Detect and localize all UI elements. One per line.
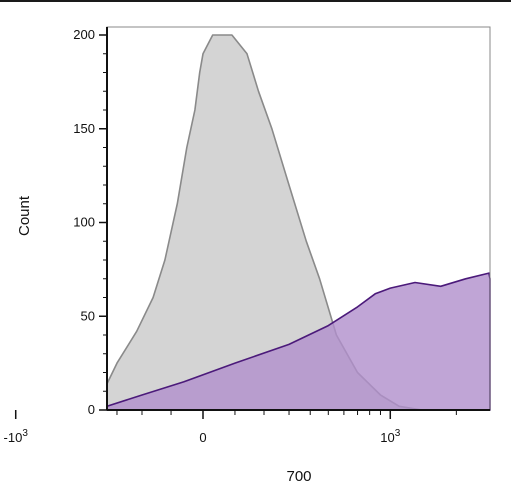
x-axis: -1030103104105 [4,410,457,445]
y-axis: 0 50 100 150 200 [73,27,107,417]
y-tick-label: 150 [73,121,95,136]
x-tick-label: 103 [380,428,400,445]
y-tick-label: 50 [81,308,95,323]
x-tick-label: 0 [199,430,206,445]
series-layer [106,34,491,411]
x-tick-label: -103 [4,428,29,445]
y-tick-label: 200 [73,27,95,42]
y-axis-title: Count [16,195,33,236]
top-rule [0,0,511,2]
x-axis-title: 700 [286,468,311,485]
y-tick-label: 100 [73,215,95,230]
y-tick-label: 0 [88,402,95,417]
